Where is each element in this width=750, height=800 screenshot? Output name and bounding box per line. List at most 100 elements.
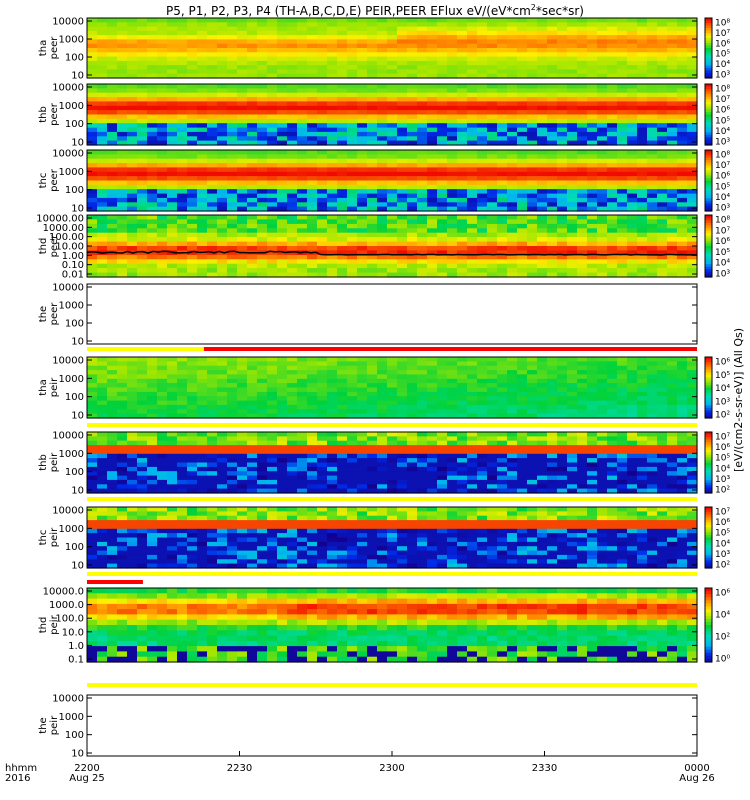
spectrogram-cell: [97, 35, 108, 40]
spectrogram-cell: [187, 35, 198, 40]
spectrogram-cell: [137, 370, 148, 376]
spectrogram-cell: [247, 150, 258, 155]
spectrogram-cell: [117, 396, 128, 402]
spectrogram-cell: [687, 404, 698, 410]
spectrogram-cell: [307, 22, 318, 28]
spectrogram-cell: [477, 387, 488, 393]
colorbar-tick-label: 10⁷: [715, 95, 730, 105]
spectrogram-cell: [167, 92, 178, 98]
spectrogram-cell: [97, 268, 108, 274]
spectrogram-cell: [157, 60, 168, 66]
spectrogram-cell: [187, 73, 198, 79]
spectrogram-cell: [527, 223, 538, 229]
colorbar-cell: [705, 203, 712, 207]
spectrogram-cell: [387, 365, 398, 371]
spectrogram-cell: [237, 167, 248, 173]
spectrogram-cell: [197, 118, 208, 124]
spectrogram-cell: [577, 206, 588, 212]
spectrogram-cell: [147, 453, 158, 459]
spectrogram-cell: [107, 184, 118, 190]
spectrogram-cell: [197, 466, 208, 472]
spectrogram-cell: [487, 114, 498, 120]
spectrogram-cell: [577, 413, 588, 419]
spectrogram-cell: [497, 263, 508, 269]
spectrogram-cell: [357, 110, 368, 116]
spectrogram-cell: [497, 254, 508, 260]
colorbar-cell: [705, 73, 712, 77]
spectrogram-cell: [577, 158, 588, 164]
spectrogram-cell: [377, 263, 388, 269]
spectrogram-cell: [347, 127, 358, 133]
spectrogram-cell: [387, 69, 398, 75]
spectrogram-cell: [137, 140, 148, 146]
spectrogram-cell: [657, 197, 668, 203]
spectrogram-cell: [137, 404, 148, 410]
spectrogram-cell: [397, 22, 408, 28]
spectrogram-cell: [577, 246, 588, 251]
spectrogram-cell: [187, 449, 198, 455]
colorbar-cell: [705, 195, 712, 199]
ytick-label: 100: [65, 185, 84, 196]
spectrogram-cell: [247, 228, 258, 234]
spectrogram-cell: [237, 223, 248, 229]
spectrogram-cell: [377, 92, 388, 98]
spectrogram-cell: [647, 361, 658, 367]
spectrogram-cell: [187, 357, 198, 362]
spectrogram-cell: [547, 396, 558, 402]
spectrogram-cell: [207, 449, 218, 455]
spectrogram-cell: [457, 114, 468, 120]
spectrogram-cell: [647, 263, 658, 269]
spectrogram-cell: [487, 391, 498, 397]
spectrogram-cell: [237, 396, 248, 402]
spectrogram-cell: [487, 259, 498, 265]
spectrogram-cell: [577, 171, 588, 177]
spectrogram-cell: [147, 466, 158, 472]
spectrogram-cell: [367, 466, 378, 472]
spectrogram-cell: [307, 259, 318, 265]
spectrogram-cell: [147, 357, 158, 362]
spectrogram-cell: [287, 453, 298, 459]
spectrogram-cell: [367, 39, 378, 45]
spectrogram-cell: [417, 118, 428, 124]
spectrogram-cell: [107, 228, 118, 234]
spectrogram-cell: [407, 378, 418, 384]
spectrogram-cell: [357, 150, 368, 155]
spectrogram-cell: [237, 105, 248, 111]
spectrogram-cell: [357, 228, 368, 234]
spectrogram-cell: [357, 140, 368, 146]
spectrogram-cell: [597, 69, 608, 75]
spectrogram-cell: [257, 69, 268, 75]
spectrogram-cell: [417, 88, 428, 94]
spectrogram-cell: [617, 193, 628, 199]
spectrogram-cell: [377, 215, 388, 220]
spectrogram-cell: [227, 158, 238, 164]
spectrogram-cell: [107, 246, 118, 251]
spectrogram-cell: [557, 404, 568, 410]
spectrogram-cell: [197, 206, 208, 212]
spectrogram-cell: [87, 202, 98, 208]
spectrogram-cell: [527, 73, 538, 79]
spectrogram-cell: [357, 378, 368, 384]
spectrogram-cell: [207, 445, 218, 451]
spectrogram-cell: [607, 361, 618, 367]
spectrogram-cell: [257, 263, 268, 269]
spectrogram-cell: [167, 228, 178, 234]
spectrogram-cell: [347, 232, 358, 238]
spectrogram-cell: [347, 193, 358, 199]
spectrogram-cell: [567, 254, 578, 260]
spectrogram-cell: [367, 197, 378, 203]
spectrogram-cell: [297, 383, 308, 389]
spectrogram-cell: [277, 131, 288, 137]
spectrogram-cell: [117, 180, 128, 186]
spectrogram-cell: [397, 232, 408, 238]
spectrogram-cell: [147, 197, 158, 203]
spectrogram-cell: [447, 202, 458, 208]
spectrogram-cell: [257, 140, 268, 146]
spectrogram-cell: [557, 250, 568, 256]
spectrogram-cell: [527, 387, 538, 393]
spectrogram-cell: [107, 268, 118, 274]
spectrogram-cell: [197, 475, 208, 481]
spectrogram-cell: [607, 35, 618, 40]
spectrogram-cell: [597, 167, 608, 173]
spectrogram-cell: [627, 171, 638, 177]
